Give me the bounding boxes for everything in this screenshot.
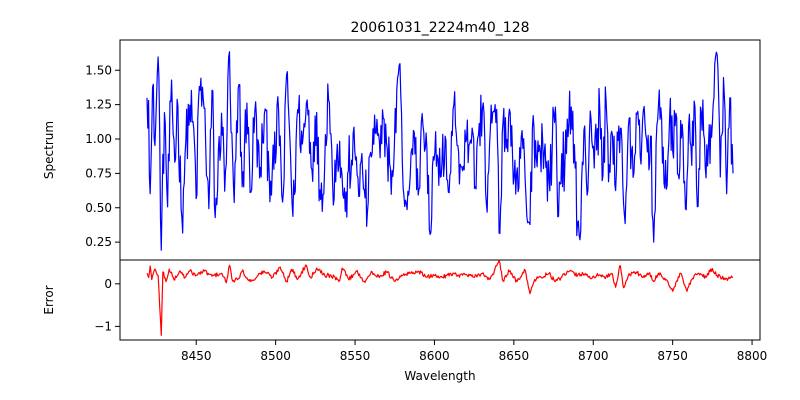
- x-tick-label: 8700: [578, 349, 609, 363]
- spectrum-y-tick-label: 0.75: [85, 166, 112, 180]
- x-tick-label: 8650: [499, 349, 530, 363]
- error-y-tick-label: −1: [94, 319, 112, 333]
- spectrum-y-ticks: 0.25 0.50 0.75 1.00 1.25 1.50: [85, 63, 120, 249]
- x-tick-label: 8450: [181, 349, 212, 363]
- spectrum-y-tick-label: 0.25: [85, 235, 112, 249]
- x-axis-ticks: 8450 8500 8550 8600 8650 8700 8750 8800: [181, 340, 767, 363]
- error-y-ticks: 0 −1: [94, 277, 120, 333]
- x-axis-label: Wavelength: [404, 369, 475, 383]
- spectrum-y-tick-label: 0.50: [85, 201, 112, 215]
- spectrum-series-line: [146, 51, 734, 251]
- x-tick-label: 8600: [419, 349, 450, 363]
- spectrum-panel: 0.25 0.50 0.75 1.00 1.25 1.50 Spectrum: [42, 39, 761, 261]
- spectrum-y-tick-label: 1.00: [85, 132, 112, 146]
- spectrum-y-tick-label: 1.50: [85, 63, 112, 77]
- error-series-line: [146, 259, 734, 336]
- x-tick-label: 8750: [657, 349, 688, 363]
- error-y-tick-label: 0: [104, 277, 112, 291]
- x-tick-label: 8550: [340, 349, 371, 363]
- x-tick-label: 8800: [737, 349, 768, 363]
- error-plot-frame: [119, 259, 761, 341]
- x-tick-label: 8500: [260, 349, 291, 363]
- spectrum-y-axis-label: Spectrum: [42, 121, 56, 179]
- spectrum-y-tick-label: 1.25: [85, 98, 112, 112]
- chart-title: 20061031_2224m40_128: [350, 20, 529, 36]
- error-panel: 0 −1 Error: [42, 259, 761, 341]
- error-y-axis-label: Error: [42, 285, 56, 314]
